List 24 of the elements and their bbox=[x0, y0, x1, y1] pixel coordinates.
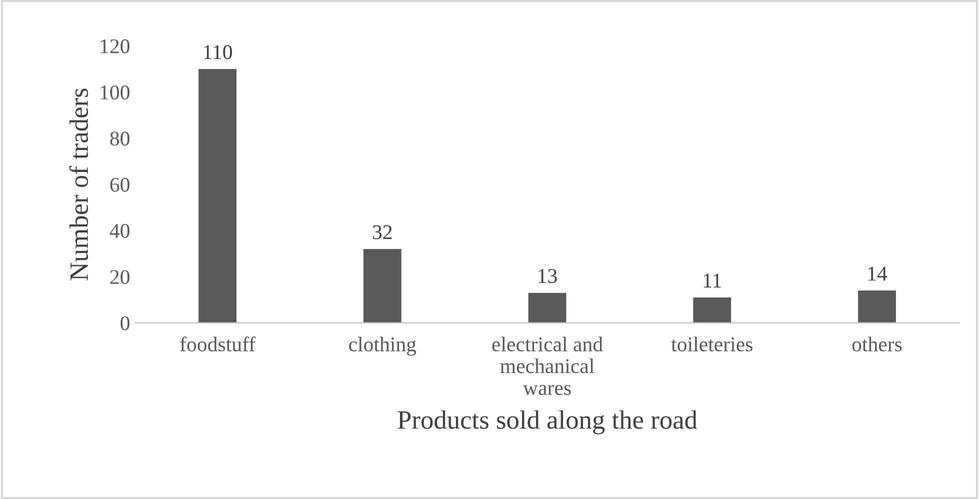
x-tick-label: others bbox=[852, 336, 902, 352]
bar bbox=[363, 249, 402, 323]
y-tick-label: 100 bbox=[100, 85, 130, 100]
y-tick-label: 60 bbox=[110, 178, 130, 192]
bar bbox=[858, 290, 896, 323]
bar bbox=[198, 68, 236, 323]
y-tick-label: 20 bbox=[110, 270, 130, 284]
x-axis-title: Products sold along the road bbox=[398, 410, 698, 434]
data-label: 11 bbox=[704, 274, 721, 288]
y-tick-label: 120 bbox=[100, 39, 130, 54]
x-tick-label: clothing bbox=[349, 336, 416, 356]
data-label: 13 bbox=[538, 269, 557, 284]
x-tick-label: toileteries bbox=[671, 336, 752, 352]
data-label: 14 bbox=[868, 266, 888, 281]
y-tick-label: 0 bbox=[120, 316, 130, 330]
data-label: 32 bbox=[372, 225, 392, 240]
data-label: 110 bbox=[204, 45, 232, 60]
y-tick-label: 80 bbox=[110, 132, 130, 146]
y-tick-label: 40 bbox=[110, 224, 130, 238]
x-tick-label: foodstuff bbox=[180, 336, 256, 352]
bar bbox=[528, 292, 566, 323]
x-tick-label: electrical and mechanical wares bbox=[492, 336, 603, 395]
y-axis-title: Number of traders bbox=[69, 88, 88, 280]
bar bbox=[693, 297, 732, 323]
